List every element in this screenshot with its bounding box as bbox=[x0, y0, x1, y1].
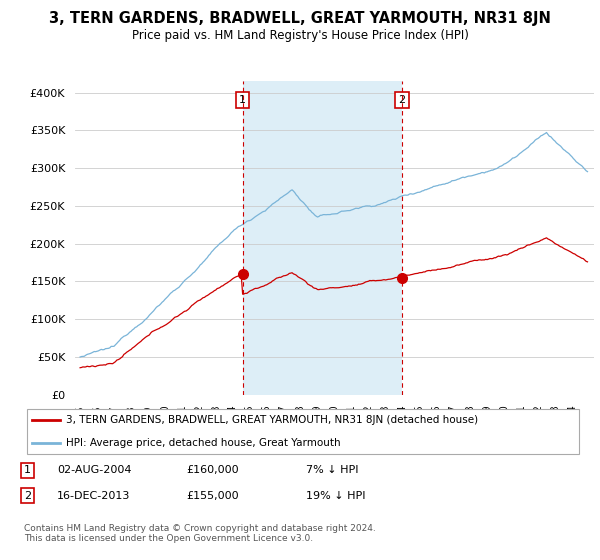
Text: 7% ↓ HPI: 7% ↓ HPI bbox=[306, 465, 359, 475]
Text: 3, TERN GARDENS, BRADWELL, GREAT YARMOUTH, NR31 8JN (detached house): 3, TERN GARDENS, BRADWELL, GREAT YARMOUT… bbox=[66, 414, 478, 424]
Text: HPI: Average price, detached house, Great Yarmouth: HPI: Average price, detached house, Grea… bbox=[66, 438, 340, 448]
Text: Price paid vs. HM Land Registry's House Price Index (HPI): Price paid vs. HM Land Registry's House … bbox=[131, 29, 469, 42]
Text: £155,000: £155,000 bbox=[186, 491, 239, 501]
Text: 1: 1 bbox=[24, 465, 31, 475]
Text: £160,000: £160,000 bbox=[186, 465, 239, 475]
Text: 3, TERN GARDENS, BRADWELL, GREAT YARMOUTH, NR31 8JN: 3, TERN GARDENS, BRADWELL, GREAT YARMOUT… bbox=[49, 11, 551, 26]
FancyBboxPatch shape bbox=[27, 409, 579, 454]
Text: 02-AUG-2004: 02-AUG-2004 bbox=[57, 465, 131, 475]
Text: Contains HM Land Registry data © Crown copyright and database right 2024.
This d: Contains HM Land Registry data © Crown c… bbox=[24, 524, 376, 543]
Bar bbox=[242, 81, 401, 395]
Text: 1: 1 bbox=[239, 95, 246, 105]
Text: 2: 2 bbox=[398, 95, 405, 105]
Text: 16-DEC-2013: 16-DEC-2013 bbox=[57, 491, 130, 501]
Text: 19% ↓ HPI: 19% ↓ HPI bbox=[306, 491, 365, 501]
Text: 2: 2 bbox=[24, 491, 31, 501]
